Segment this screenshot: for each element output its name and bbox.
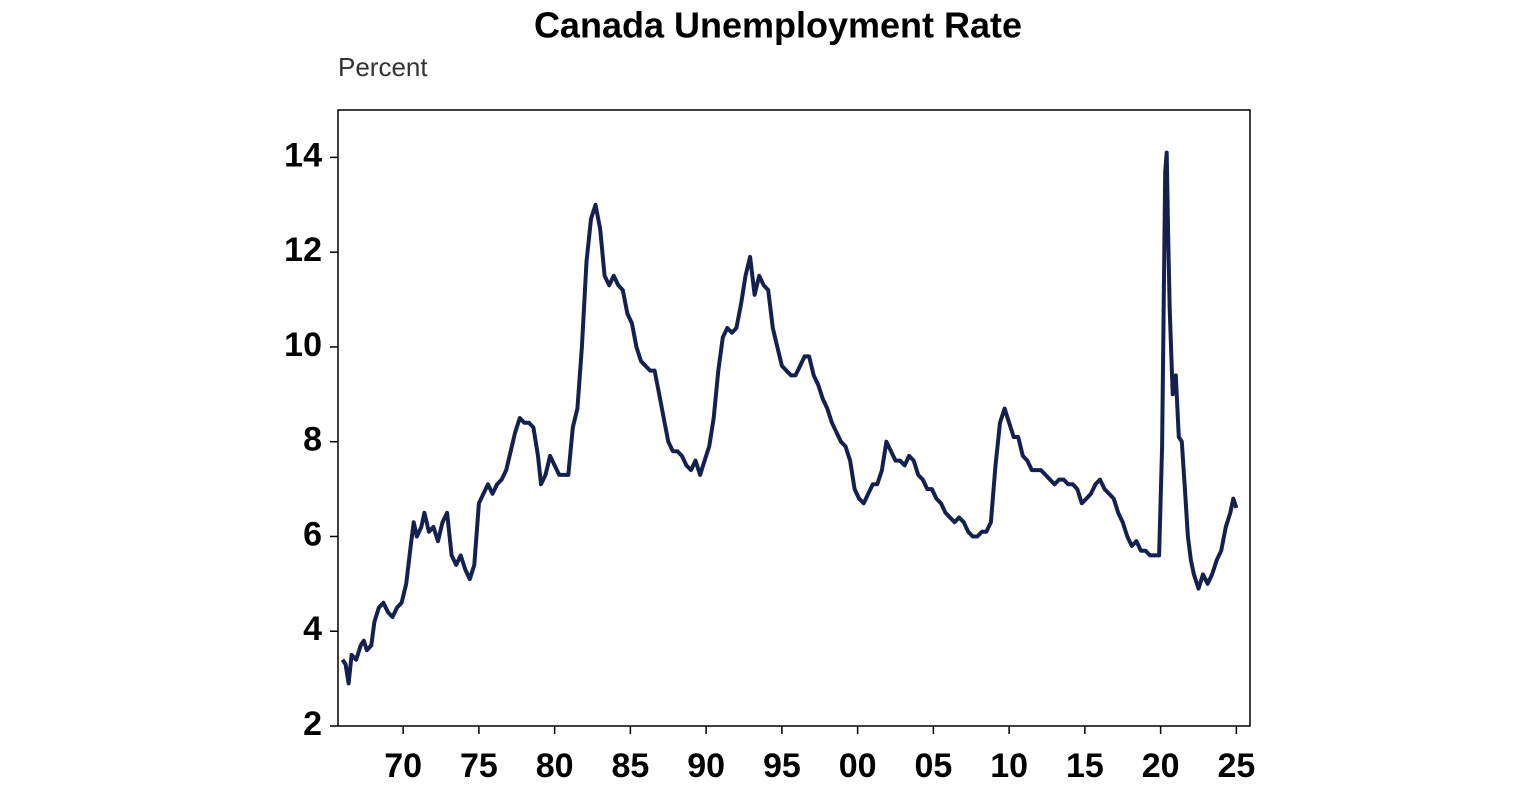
y-tick-label: 4 [303, 610, 322, 648]
x-tick-label: 20 [1142, 747, 1180, 785]
x-tick-label: 00 [839, 747, 877, 785]
plot-frame [337, 109, 1251, 727]
x-tick-label: 70 [384, 747, 422, 785]
x-tick-label: 75 [460, 747, 498, 785]
y-tick-label: 12 [284, 231, 322, 269]
data-line [340, 150, 1239, 686]
x-tick-label: 90 [687, 747, 725, 785]
y-tick-label: 14 [284, 136, 322, 174]
x-tick-label: 80 [536, 747, 574, 785]
chart-title: Canada Unemployment Rate [534, 5, 1022, 46]
x-tick-label: 15 [1066, 747, 1104, 785]
x-tick-label: 95 [763, 747, 801, 785]
x-tick-label: 05 [914, 747, 952, 785]
y-tick-label: 6 [303, 515, 322, 553]
x-tick-label: 10 [990, 747, 1028, 785]
y-tick-label: 2 [303, 705, 322, 743]
y-tick-label: 10 [284, 326, 322, 364]
y-tick-label: 8 [303, 421, 322, 459]
y-axis-label: Percent [338, 52, 428, 82]
x-tick-label: 25 [1217, 747, 1255, 785]
x-tick-label: 85 [611, 747, 649, 785]
